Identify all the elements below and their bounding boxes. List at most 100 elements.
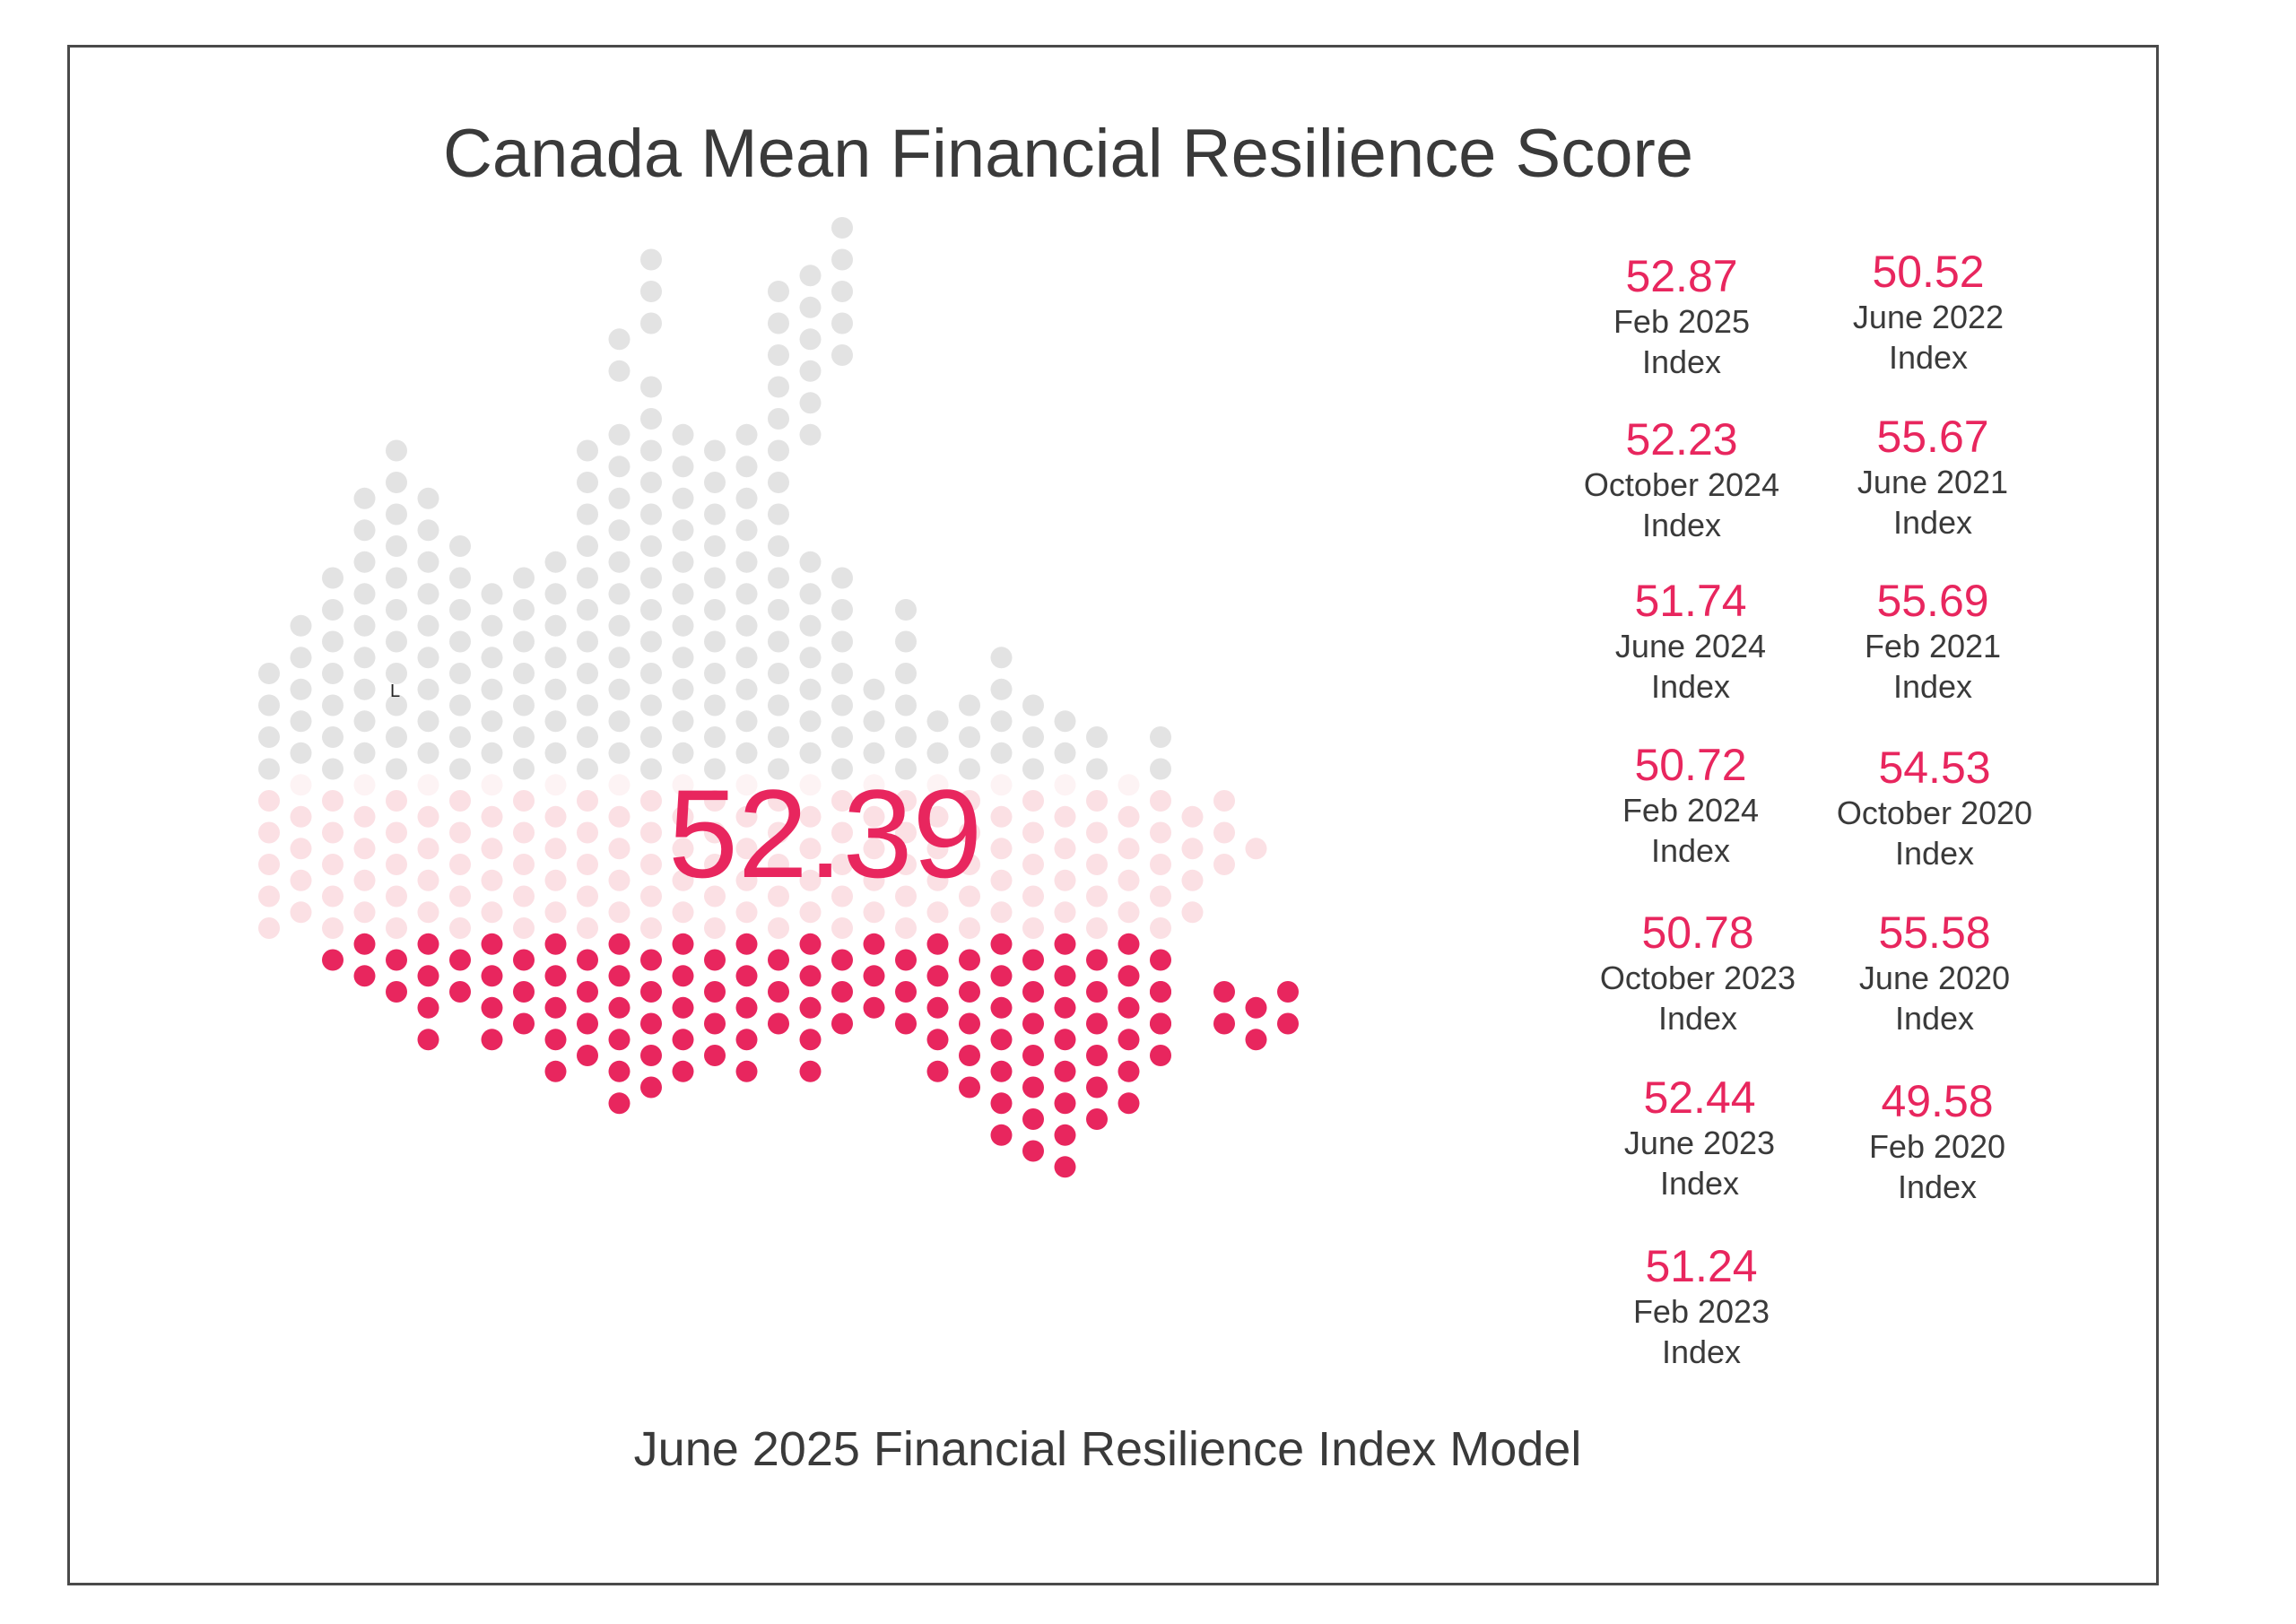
map-dot [577, 821, 598, 844]
map-dot [831, 854, 853, 875]
map-dot [959, 1045, 980, 1066]
entry-unit: Index [1657, 1000, 1738, 1037]
map-dot [513, 917, 535, 939]
map-dot [735, 614, 758, 637]
map-dot [1086, 1045, 1108, 1066]
map-dot [481, 1029, 503, 1051]
map-dot [513, 885, 535, 908]
map-dot [544, 1060, 567, 1082]
map-dot [577, 1045, 598, 1066]
map-dot [768, 376, 789, 398]
map-dot [449, 663, 471, 684]
map-dot [863, 965, 885, 987]
map-dot [481, 742, 503, 764]
map-dot [831, 663, 853, 684]
map-dot [799, 901, 822, 924]
map-dot [672, 519, 694, 542]
history-entry: 50.72 Feb 2024 Index [1543, 740, 1839, 871]
map-dot [386, 726, 407, 748]
chart-frame [67, 45, 2159, 1585]
map-dot [704, 885, 726, 908]
map-dot [1086, 790, 1108, 812]
map-dot [1022, 949, 1044, 971]
history-entry: 52.23 October 2024 Index [1534, 414, 1830, 545]
map-dot [513, 790, 535, 812]
map-dot [1022, 854, 1044, 875]
entry-unit: Index [1892, 668, 1973, 705]
map-dot [386, 885, 407, 908]
map-dot [1086, 854, 1108, 875]
map-dot [290, 869, 312, 891]
map-dot [1054, 996, 1076, 1019]
map-dot [640, 312, 662, 334]
entry-unit: Index [1641, 343, 1722, 380]
map-dot [640, 408, 662, 430]
map-dot [799, 710, 822, 733]
map-dot [1118, 1029, 1140, 1051]
map-dot [608, 965, 631, 987]
map-dot [513, 854, 535, 875]
map-dot [640, 472, 662, 493]
map-dot [353, 647, 376, 669]
map-dot [386, 949, 407, 971]
map-dot [990, 996, 1013, 1019]
map-dot [353, 774, 376, 796]
map-dot [1118, 805, 1140, 828]
map-dot [990, 933, 1013, 955]
map-dot [672, 710, 694, 733]
entry-value: 52.44 [1643, 1073, 1756, 1123]
map-dot [608, 328, 631, 351]
map-dot [1118, 901, 1140, 924]
map-dot [1022, 981, 1044, 1003]
map-dot [513, 949, 535, 971]
map-dot [735, 487, 758, 509]
map-dot [417, 647, 439, 669]
map-dot [926, 838, 949, 860]
map-dot [1054, 774, 1076, 796]
map-dot [1086, 1076, 1108, 1099]
map-dot [577, 726, 598, 748]
map-dot [481, 805, 503, 828]
map-dot [863, 742, 885, 764]
map-dot [640, 854, 662, 875]
map-dot [1181, 869, 1204, 891]
map-dot [1150, 1012, 1171, 1035]
map-dot [640, 726, 662, 748]
map-dot [322, 726, 344, 748]
map-dot [353, 805, 376, 828]
map-dot [1022, 1076, 1044, 1099]
map-dot [1245, 1029, 1267, 1051]
entry-unit: Index [1641, 507, 1722, 543]
map-dot [640, 663, 662, 684]
map-dot [895, 630, 917, 653]
map-dot [608, 933, 631, 955]
map-dot [895, 821, 917, 844]
map-dot [577, 503, 598, 525]
map-dot [417, 996, 439, 1019]
map-dot [895, 1012, 917, 1035]
map-dot [322, 599, 344, 621]
map-dot [290, 901, 312, 924]
map-dot [799, 678, 822, 700]
map-dot [799, 423, 822, 446]
map-dot [577, 567, 598, 589]
entry-value: 55.58 [1878, 908, 1991, 958]
map-dot [799, 869, 822, 891]
map-dot [1054, 1156, 1076, 1178]
map-dot [1245, 996, 1267, 1019]
map-dot [386, 567, 407, 589]
map-dot [608, 838, 631, 860]
map-dot [386, 694, 407, 716]
map-dot [799, 965, 822, 987]
map-dot [959, 917, 980, 939]
map-dot [417, 774, 439, 796]
map-dot [735, 647, 758, 669]
map-dot [544, 1029, 567, 1051]
entry-period: Feb 2023 [1632, 1293, 1770, 1330]
map-dot [608, 710, 631, 733]
history-entry: 55.58 June 2020 Index [1787, 908, 2083, 1038]
map-dot [1213, 1012, 1235, 1035]
map-dot [768, 535, 789, 557]
map-dot [735, 678, 758, 700]
map-dot [990, 901, 1013, 924]
